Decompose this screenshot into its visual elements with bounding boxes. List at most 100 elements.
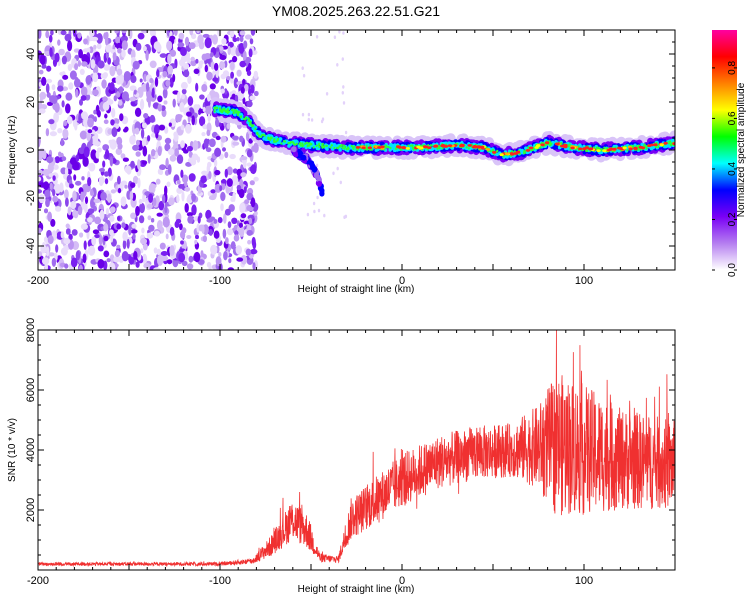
spectrogram-noise-speckle: [338, 30, 341, 34]
spectrogram-noise-speckle: [105, 44, 112, 53]
spectrogram-noise-speckle: [64, 263, 69, 269]
spectrogram-noise-speckle: [50, 30, 54, 36]
spectrogram-noise-speckle: [78, 147, 85, 155]
spectrogram-noise-speckle: [167, 65, 174, 75]
spectrogram-noise-speckle: [215, 135, 221, 141]
spectrogram-noise-speckle: [83, 202, 88, 213]
spectrogram-noise-speckle: [107, 57, 111, 65]
spectrogram-noise-speckle: [108, 262, 116, 270]
spectrogram-noise-speckle: [312, 201, 316, 206]
spectrogram-noise-speckle: [122, 239, 127, 250]
spectrogram-ridge-cell: [339, 145, 342, 148]
spectrogram-noise-speckle: [206, 71, 213, 81]
spectrogram-noise-speckle: [227, 45, 231, 56]
spectrogram-ridge-cell: [257, 134, 261, 137]
spectrogram-noise-speckle: [77, 32, 82, 39]
spectrogram-ridge-peak: [596, 149, 601, 153]
spectrogram-noise-speckle: [138, 215, 145, 224]
spectrogram-noise-speckle: [53, 164, 59, 170]
spectrogram-noise-speckle: [153, 41, 161, 51]
spectrogram-noise-speckle: [88, 46, 94, 54]
spectrogram-noise-speckle: [60, 138, 64, 147]
spectrogram-noise-speckle: [130, 49, 136, 60]
spectrogram-noise-speckle: [162, 216, 170, 228]
spectrogram-branch-cell: [313, 172, 320, 179]
spectrogram-noise-speckle: [38, 150, 43, 161]
spectrogram-noise-speckle: [46, 65, 52, 72]
spectrogram-noise-speckle: [63, 237, 71, 245]
figure-title: YM08.2025.263.22.51.G21: [272, 3, 440, 19]
spectrogram-noise-speckle: [79, 130, 88, 140]
spectrogram-noise-speckle: [80, 86, 88, 97]
spectrogram-noise-speckle: [242, 50, 247, 61]
spectrogram-noise-speckle: [149, 77, 154, 84]
spectrogram-noise-speckle: [209, 52, 214, 58]
spectrogram-ridge-peak: [361, 146, 366, 150]
spectrogram-noise-speckle: [85, 75, 92, 85]
spectrogram-noise-speckle: [128, 30, 133, 40]
spectrogram-noise-speckle: [147, 96, 151, 108]
spectrogram-noise-speckle: [188, 173, 196, 182]
spectrogram-noise-speckle: [135, 42, 142, 51]
spectrogram-ridge-cell: [352, 147, 355, 151]
spectrogram-noise-speckle: [232, 141, 240, 146]
spectrogram-noise-speckle: [233, 77, 239, 89]
spectrogram-noise-speckle: [219, 61, 226, 70]
spectrogram-ridge-peak: [540, 143, 545, 147]
spectrogram-noise-speckle: [126, 238, 130, 249]
spectrogram-noise-speckle: [106, 258, 111, 263]
spectrogram-ridge-cell: [249, 120, 252, 124]
spectrogram-noise-speckle: [39, 96, 43, 104]
spectrogram-noise-speckle: [142, 122, 148, 129]
spectrogram-noise-speckle: [181, 94, 185, 100]
spectrogram-noise-speckle: [104, 171, 109, 177]
spectrogram-noise-speckle: [149, 114, 156, 123]
spectrogram-noise-speckle: [209, 216, 216, 221]
spectrogram-noise-speckle: [147, 154, 151, 164]
spectrogram-noise-speckle: [205, 209, 212, 220]
spectrogram-noise-speckle: [120, 180, 128, 186]
spectrogram-noise-speckle: [63, 120, 68, 127]
spectrogram-noise-speckle: [313, 209, 316, 214]
spectrogram-noise-speckle: [306, 212, 310, 217]
spectrogram-noise-speckle: [61, 156, 67, 162]
spectrogram-ridge-cell: [273, 139, 276, 142]
spectrogram-noise-speckle: [181, 88, 187, 95]
spectrogram-ridge-peak: [472, 145, 477, 149]
spectrogram-noise-speckle: [109, 156, 114, 167]
spectrogram-noise-speckle: [133, 90, 137, 95]
spectrogram-noise-speckle: [195, 58, 199, 64]
spectrogram-noise-speckle: [65, 197, 69, 207]
spectrogram-ridge-peak: [467, 144, 472, 147]
spectrogram-noise-speckle: [93, 44, 97, 50]
spectrogram-noise-speckle: [93, 198, 101, 204]
spectrogram-noise-speckle: [147, 215, 152, 221]
spectrogram-noise-speckle: [186, 145, 193, 152]
spectrogram-noise-speckle: [231, 135, 239, 140]
spectrogram-noise-speckle: [249, 38, 254, 45]
spectrogram-noise-speckle: [323, 213, 326, 218]
spectrogram-noise-speckle: [90, 188, 94, 196]
spectrogram-ridge-peak: [515, 150, 521, 154]
spectrogram-noise-speckle: [197, 34, 204, 45]
spectrogram-noise-speckle: [199, 116, 206, 127]
spectrogram-noise-speckle: [195, 234, 199, 240]
spectrogram-noise-speckle: [307, 117, 310, 122]
spectrogram-ridge-cell: [312, 146, 315, 149]
spectrogram-noise-speckle: [176, 187, 183, 194]
spectrogram-noise-speckle: [302, 73, 306, 78]
spectrogram-noise-speckle: [246, 100, 253, 108]
spectrogram-noise-layer: [38, 30, 348, 270]
spectrogram-noise-speckle: [59, 71, 66, 76]
spectrogram-branch-cell: [311, 166, 317, 173]
spectrogram-ridge-cell: [282, 140, 285, 143]
spectrogram-ridge-peak: [536, 144, 541, 148]
spectrogram-noise-speckle: [49, 131, 58, 137]
spectrogram-noise-speckle: [67, 63, 73, 72]
spectrogram-noise-speckle: [332, 171, 335, 176]
spectrogram-noise-speckle: [215, 256, 222, 267]
spectrogram-noise-speckle: [40, 244, 47, 254]
spectrogram-noise-speckle: [179, 223, 183, 231]
spectrogram-noise-speckle: [137, 159, 141, 170]
spectrogram-ridge-cell: [321, 146, 324, 149]
